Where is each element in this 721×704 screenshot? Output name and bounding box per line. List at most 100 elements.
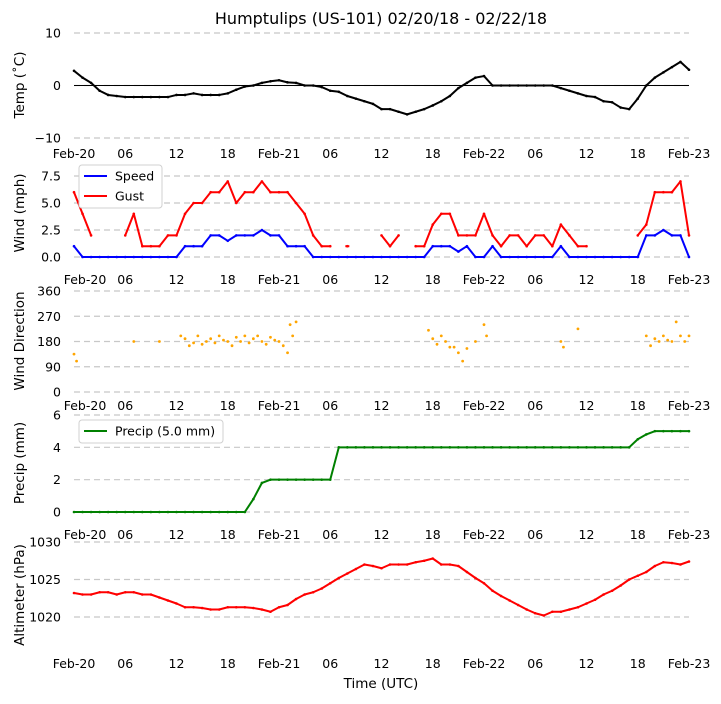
x-tick-label: 12 bbox=[579, 398, 595, 413]
y-axis-label: Temp (˚C) bbox=[11, 52, 28, 120]
x-tick-label: Feb-23 bbox=[668, 398, 711, 413]
x-tick-label: Feb-22 bbox=[463, 398, 506, 413]
data-point bbox=[291, 334, 295, 338]
data-point bbox=[294, 320, 298, 324]
legend-label: Gust bbox=[115, 189, 144, 204]
series-line bbox=[415, 212, 587, 248]
chart-title: Humptulips (US-101) 02/20/18 - 02/22/18 bbox=[215, 9, 547, 28]
x-tick-label: 06 bbox=[322, 527, 338, 542]
x-tick-label: 06 bbox=[322, 146, 338, 161]
y-tick-label: 90 bbox=[45, 359, 61, 374]
x-tick-label: 12 bbox=[169, 272, 185, 287]
y-tick-label: 0 bbox=[53, 78, 61, 93]
data-point bbox=[132, 340, 136, 343]
x-tick-label: 12 bbox=[579, 146, 595, 161]
series-temp bbox=[72, 60, 691, 116]
data-point bbox=[264, 342, 268, 346]
data-point bbox=[230, 344, 234, 348]
panel-wind: 0.0 2.5 5.0 7.5 Wind (mph) Feb-20 06 12 18 Feb-21… bbox=[12, 164, 711, 287]
y-tick-label: 360 bbox=[37, 284, 61, 299]
y-tick-label: 1030 bbox=[29, 535, 61, 550]
x-tick-label: 18 bbox=[425, 656, 441, 671]
series-precip-5-0-mm bbox=[72, 429, 691, 514]
x-tick-label: 18 bbox=[220, 272, 236, 287]
data-point bbox=[683, 340, 687, 343]
x-tick-label: 12 bbox=[374, 272, 390, 287]
data-point bbox=[196, 334, 200, 338]
x-tick-label: 12 bbox=[169, 146, 185, 161]
data-point bbox=[559, 340, 563, 343]
data-point bbox=[687, 334, 691, 338]
x-tick-label: 18 bbox=[630, 146, 646, 161]
data-point bbox=[661, 334, 665, 338]
legend-label: Speed bbox=[115, 169, 154, 184]
x-tick-label: Feb-23 bbox=[668, 272, 711, 287]
x-tick-label: 12 bbox=[169, 527, 185, 542]
data-point bbox=[435, 342, 439, 346]
y-axis-label: Precip (mm) bbox=[12, 422, 28, 504]
x-tick-label: Feb-20 bbox=[64, 272, 107, 287]
y-tick-label: 0 bbox=[53, 505, 61, 520]
x-tick-label: 12 bbox=[169, 656, 185, 671]
y-tick-label: 5.0 bbox=[41, 196, 61, 211]
x-tick-label: 06 bbox=[527, 272, 543, 287]
data-point bbox=[200, 342, 204, 346]
x-tick-label: Feb-21 bbox=[258, 656, 301, 671]
data-point bbox=[474, 340, 477, 343]
x-tick-label: 18 bbox=[220, 527, 236, 542]
x-tick-label: 12 bbox=[374, 527, 390, 542]
x-tick-label: 18 bbox=[630, 527, 646, 542]
x-tick-label: 06 bbox=[117, 398, 133, 413]
y-axis-label: Wind Direction bbox=[12, 291, 28, 390]
x-tick-label: Feb-20 bbox=[64, 398, 107, 413]
data-point bbox=[576, 327, 580, 331]
data-point bbox=[269, 335, 272, 339]
data-point bbox=[674, 320, 678, 324]
data-point bbox=[183, 337, 187, 341]
x-tick-label: Feb-23 bbox=[668, 656, 711, 671]
legend: Precip (5.0 mm) bbox=[78, 419, 224, 444]
series-line bbox=[380, 234, 400, 248]
x-tick-label: 12 bbox=[169, 398, 185, 413]
y-tick-label: 6 bbox=[53, 408, 61, 423]
data-point bbox=[644, 334, 648, 338]
data-point bbox=[653, 337, 657, 341]
x-tick-label: Feb-20 bbox=[53, 146, 96, 161]
y-axis-label: Altimeter (hPa) bbox=[12, 544, 28, 646]
data-point bbox=[222, 338, 225, 342]
x-tick-label: 12 bbox=[374, 398, 390, 413]
x-tick-label: 18 bbox=[425, 527, 441, 542]
series-line bbox=[73, 191, 93, 236]
x-tick-label: Feb-23 bbox=[668, 527, 711, 542]
data-point bbox=[649, 344, 652, 348]
y-tick-label: 10 bbox=[45, 26, 61, 41]
y-tick-label: 1020 bbox=[29, 610, 61, 625]
data-point bbox=[461, 359, 465, 363]
series-line bbox=[73, 229, 690, 258]
x-tick-label: 18 bbox=[630, 398, 646, 413]
panel-wind_direction: 0 90 180 270 360 Wind Direction Feb-20 06 12 18 Fe… bbox=[12, 284, 710, 414]
x-tick-label: 06 bbox=[117, 656, 133, 671]
y-tick-label: 180 bbox=[37, 334, 61, 349]
data-point bbox=[670, 340, 674, 343]
x-tick-label: 18 bbox=[220, 146, 236, 161]
x-tick-label: Feb-22 bbox=[463, 527, 506, 542]
y-tick-label: 2.5 bbox=[41, 223, 61, 238]
series-line bbox=[124, 180, 331, 248]
data-point bbox=[482, 323, 486, 327]
x-tick-label: 18 bbox=[630, 272, 646, 287]
data-point bbox=[465, 347, 469, 350]
x-tick-label: 18 bbox=[425, 398, 441, 413]
data-point bbox=[485, 334, 488, 338]
x-tick-label: 18 bbox=[220, 398, 236, 413]
data-point bbox=[431, 337, 435, 341]
data-point bbox=[657, 340, 661, 343]
data-point bbox=[666, 338, 670, 342]
x-tick-label: 12 bbox=[579, 527, 595, 542]
data-point bbox=[247, 341, 251, 345]
data-point bbox=[444, 340, 447, 343]
data-point bbox=[243, 334, 247, 338]
data-point bbox=[158, 340, 161, 343]
x-tick-label: Feb-23 bbox=[668, 146, 711, 161]
